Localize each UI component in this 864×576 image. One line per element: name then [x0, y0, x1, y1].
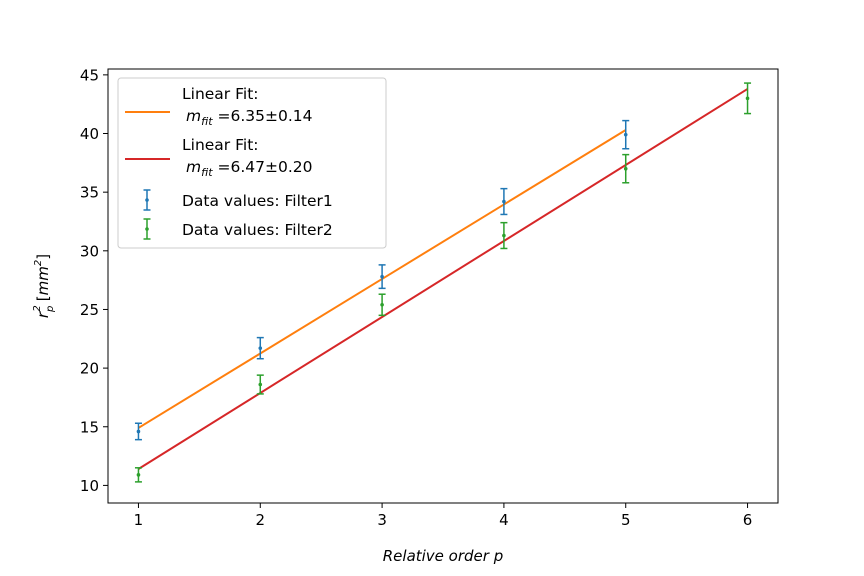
x-tick-label: 3 [377, 511, 387, 529]
legend-fit1-title: Linear Fit: [182, 85, 259, 103]
y-tick-label: 10 [80, 477, 99, 495]
data-point [136, 473, 141, 477]
x-tick-label: 4 [499, 511, 509, 529]
legend-marker-filter2 [143, 218, 151, 240]
y-tick-label: 30 [80, 242, 99, 260]
y-axis-label-sup: 2 [32, 305, 43, 311]
y-axis-label-open-bracket: [ [34, 295, 52, 301]
legend-fit1-symbol: m [186, 107, 201, 125]
x-tick-label: 2 [255, 511, 265, 529]
legend-filter1-label: Data values: Filter1 [182, 192, 333, 210]
legend-marker-filter1 [143, 189, 151, 211]
y-axis-label-unit: mm [34, 266, 52, 295]
y-tick-label: 25 [80, 301, 99, 319]
data-point [380, 274, 384, 279]
errorbar-point-s0-0 [134, 422, 142, 441]
svg-text:rp2[mm2]: rp2[mm2] [32, 254, 56, 318]
x-tick-label: 5 [621, 511, 631, 529]
data-point [136, 429, 141, 434]
errorbar-point-s1-4 [622, 153, 630, 184]
legend-fit1-subscript: fit [201, 115, 213, 128]
y-tick-label: 35 [80, 184, 99, 202]
errorbar-point-s0-2 [378, 264, 386, 290]
y-axis-label-sub: p [45, 306, 56, 313]
errorbar-point-s1-2 [378, 293, 386, 317]
plot-area [134, 82, 752, 483]
x-tick-label: 6 [743, 511, 753, 529]
data-point [745, 96, 750, 101]
data-point [380, 302, 384, 307]
data-point [502, 233, 506, 238]
legend-filter2-label: Data values: Filter2 [182, 221, 333, 239]
data-point [623, 132, 628, 137]
legend-fit1-number: =6.35±0.14 [218, 107, 313, 125]
y-tick-label: 15 [80, 418, 99, 436]
errorbar-point-s1-3 [500, 221, 508, 250]
legend-fit2-title: Linear Fit: [182, 136, 259, 154]
errorbar-point-s0-1 [256, 336, 264, 360]
legend-box [117, 77, 387, 249]
y-tick-label: 45 [80, 66, 99, 84]
errorbar-point-s1-1 [256, 374, 264, 395]
y-axis-label-base: r [34, 311, 52, 318]
data-point [258, 346, 263, 350]
y-tick-label: 40 [80, 125, 99, 143]
y-tick-label: 20 [80, 360, 99, 378]
data-point [502, 199, 506, 204]
legend-fit2-subscript: fit [201, 166, 213, 179]
errorbar-point-s1-0 [134, 467, 142, 483]
x-axis-label: Relative order p [383, 547, 503, 565]
y-axis-label-unit-sup: 2 [33, 260, 44, 266]
y-axis-label: rp2[mm2] [32, 254, 56, 318]
errorbar-point-s0-3 [500, 187, 508, 216]
legend-fit2-value: mfit =6.47±0.20 [186, 158, 313, 179]
legend-fit2-number: =6.47±0.20 [218, 158, 313, 176]
x-tick-label: 1 [134, 511, 144, 529]
data-point [258, 382, 263, 387]
axes-frame [107, 68, 779, 504]
errorbar-point-s1-5 [744, 82, 752, 115]
fit-line-3 [137, 88, 749, 470]
legend-fit2-symbol: m [186, 158, 201, 176]
y-axis-label-close-bracket: ] [34, 254, 52, 260]
legend: Linear Fit: mfit =6.35±0.14 Linear Fit: m… [117, 77, 387, 249]
data-point [623, 166, 628, 171]
errorbar-point-s0-4 [622, 119, 630, 150]
legend-fit1-value: mfit =6.35±0.14 [186, 107, 313, 128]
